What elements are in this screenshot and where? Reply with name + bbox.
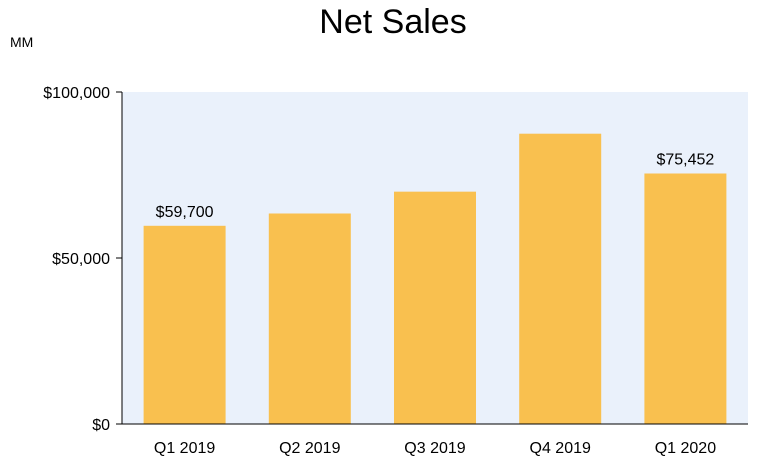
x-tick-label: Q3 2019 [404, 440, 465, 457]
y-tick-label: $50,000 [52, 251, 110, 268]
y-ticks-group: $0 $50,000 $100,000 [43, 85, 122, 434]
bar-q4-2019 [519, 133, 602, 424]
x-tick-label: Q1 2020 [655, 440, 716, 457]
chart-title: Net Sales [319, 3, 466, 41]
bar-q2-2019 [268, 213, 351, 424]
x-tick-label: Q4 2019 [530, 440, 591, 457]
x-tick-label: Q1 2019 [154, 440, 215, 457]
bar-q3-2019 [394, 191, 476, 424]
x-tick-label: Q2 2019 [279, 440, 340, 457]
bar-q1-2019 [143, 225, 226, 424]
bar-q1-2020 [644, 173, 727, 424]
y-tick-label: $0 [92, 417, 110, 434]
x-ticks-group: Q1 2019 Q2 2019 Q3 2019 Q4 2019 Q1 2020 [154, 440, 716, 457]
y-tick-label: $100,000 [43, 85, 110, 102]
data-label: $59,700 [156, 204, 214, 221]
unit-label: MM [10, 34, 33, 50]
data-label: $75,452 [656, 151, 714, 168]
data-labels-group: $59,700 $75,452 [156, 151, 715, 220]
bars-group [143, 133, 727, 424]
